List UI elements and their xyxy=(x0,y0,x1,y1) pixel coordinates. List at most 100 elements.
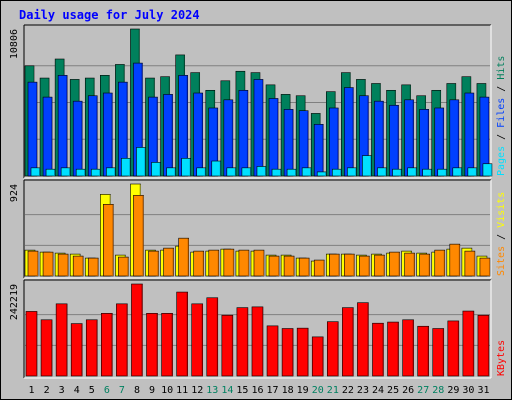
x-tick-label-day-16: 16 xyxy=(251,385,263,396)
bar-sites-day-17 xyxy=(268,255,280,277)
bar-kbytes-day-30 xyxy=(462,310,475,377)
bar-files-day-30 xyxy=(464,92,475,177)
chart-title: Daily usage for July 2024 xyxy=(19,8,200,22)
bar-sites-day-22 xyxy=(344,253,355,277)
x-tick-label-day-8: 8 xyxy=(134,385,140,396)
legend-visits: Visits xyxy=(496,192,507,228)
bar-files-day-5 xyxy=(87,95,98,177)
bar-sites-day-15 xyxy=(238,249,250,277)
bar-files-day-28 xyxy=(434,107,445,177)
bar-pages-day-15 xyxy=(241,167,252,177)
bar-pages-day-12 xyxy=(196,167,207,177)
bar-sites-day-9 xyxy=(148,250,159,277)
bar-pages-day-6 xyxy=(106,167,116,177)
legend-separator: / xyxy=(496,128,507,146)
bar-kbytes-day-20 xyxy=(311,336,324,377)
bar-files-day-16 xyxy=(253,79,264,177)
bar-sites-day-23 xyxy=(359,255,370,277)
bar-sites-day-6 xyxy=(103,204,114,277)
bar-sites-day-27 xyxy=(419,253,430,277)
bar-kbytes-day-4 xyxy=(70,323,83,377)
bar-files-day-22 xyxy=(344,87,354,177)
legend-hits: Hits xyxy=(496,56,507,80)
bar-sites-day-5 xyxy=(87,257,99,277)
bar-pages-day-5 xyxy=(90,168,101,177)
legend-sites: Sites xyxy=(496,246,507,276)
bar-pages-day-18 xyxy=(286,168,297,177)
bar-pages-day-30 xyxy=(467,167,478,177)
bar-kbytes-day-15 xyxy=(236,307,249,377)
bar-sites-day-8 xyxy=(133,195,144,277)
kbytes-panel-legend: KBytes xyxy=(496,340,507,376)
x-tick-label-day-11: 11 xyxy=(176,385,188,396)
x-tick-label-day-20: 20 xyxy=(312,385,324,396)
bar-pages-day-14 xyxy=(226,167,237,177)
bar-files-day-26 xyxy=(404,99,414,177)
bar-sites-day-3 xyxy=(57,253,69,277)
bar-kbytes-day-25 xyxy=(387,321,399,377)
bar-kbytes-day-2 xyxy=(40,319,53,377)
bar-pages-day-17 xyxy=(271,168,282,177)
bar-files-day-10 xyxy=(163,94,173,177)
x-tick-label-day-2: 2 xyxy=(44,385,50,396)
bar-pages-day-25 xyxy=(392,168,402,177)
bar-sites-day-2 xyxy=(42,251,54,277)
bar-pages-day-16 xyxy=(256,166,267,177)
bar-sites-day-31 xyxy=(479,257,491,277)
bar-sites-day-19 xyxy=(298,257,310,277)
bar-files-day-24 xyxy=(374,100,384,177)
bar-sites-day-11 xyxy=(178,237,189,277)
bar-sites-day-20 xyxy=(313,259,325,277)
bar-pages-day-27 xyxy=(422,168,432,177)
bar-kbytes-day-12 xyxy=(191,303,204,377)
bar-files-day-17 xyxy=(268,98,279,177)
bar-kbytes-day-22 xyxy=(342,307,354,377)
bar-kbytes-day-28 xyxy=(432,328,445,377)
legend-separator: / xyxy=(496,228,507,246)
bar-files-day-12 xyxy=(193,92,204,177)
bar-pages-day-26 xyxy=(407,167,417,177)
bar-pages-day-3 xyxy=(60,167,71,177)
bar-files-day-25 xyxy=(389,104,399,177)
bar-pages-day-20 xyxy=(316,171,327,177)
x-tick-label-day-28: 28 xyxy=(432,385,444,396)
bar-pages-day-19 xyxy=(301,167,312,177)
x-tick-label-day-19: 19 xyxy=(297,385,309,396)
legend-kbytes: KBytes xyxy=(496,340,507,376)
bar-sites-day-13 xyxy=(208,249,220,277)
bar-pages-day-4 xyxy=(75,168,86,177)
bar-pages-day-29 xyxy=(452,167,463,177)
x-tick-label-day-14: 14 xyxy=(221,385,233,396)
x-tick-label-day-4: 4 xyxy=(74,385,80,396)
x-tick-label-day-5: 5 xyxy=(89,385,95,396)
bar-kbytes-day-10 xyxy=(161,313,173,377)
bar-pages-day-9 xyxy=(151,162,161,177)
bar-sites-day-1 xyxy=(27,250,39,277)
visits-panel-legend: Sites / Visits xyxy=(496,192,507,276)
x-tick-label-day-9: 9 xyxy=(149,385,155,396)
bar-kbytes-day-8 xyxy=(131,283,143,377)
bar-pages-day-7 xyxy=(121,158,131,177)
bar-kbytes-day-16 xyxy=(251,306,264,377)
bar-kbytes-day-27 xyxy=(417,325,429,377)
bar-kbytes-day-1 xyxy=(25,311,38,377)
x-tick-label-day-26: 26 xyxy=(402,385,414,396)
bar-pages-day-10 xyxy=(166,167,176,177)
bar-files-day-4 xyxy=(72,100,83,177)
x-tick-label-day-3: 3 xyxy=(59,385,65,396)
bar-files-day-15 xyxy=(238,89,249,177)
x-tick-label-day-29: 29 xyxy=(447,385,459,396)
x-tick-label-day-30: 30 xyxy=(462,385,474,396)
x-tick-label-day-22: 22 xyxy=(342,385,354,396)
bar-files-day-3 xyxy=(57,75,68,177)
bar-pages-day-13 xyxy=(211,160,222,177)
x-tick-label-day-15: 15 xyxy=(236,385,248,396)
visits-panel-ymax-label: 924 xyxy=(9,184,20,202)
x-tick-label-day-25: 25 xyxy=(387,385,399,396)
bar-files-day-18 xyxy=(283,109,294,177)
bar-kbytes-day-11 xyxy=(176,291,188,377)
bar-kbytes-day-3 xyxy=(55,303,68,377)
bar-kbytes-day-5 xyxy=(85,319,98,377)
bar-kbytes-day-19 xyxy=(296,327,309,377)
